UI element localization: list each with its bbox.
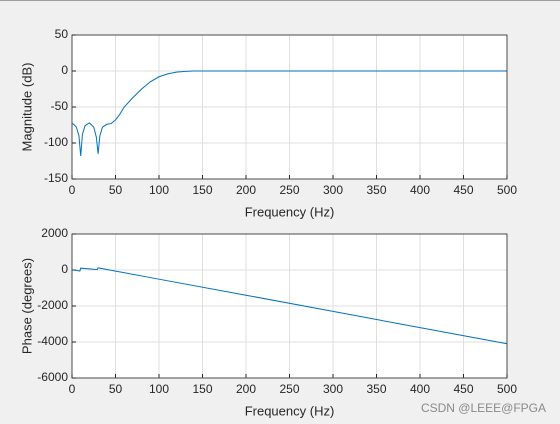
x-tick-label: 450 xyxy=(453,183,473,197)
x-tick-label: 50 xyxy=(109,183,123,197)
x-axis-label: Frequency (Hz) xyxy=(245,403,335,418)
x-tick-label: 100 xyxy=(149,183,169,197)
x-tick-label: 250 xyxy=(279,382,299,396)
x-axis-label: Frequency (Hz) xyxy=(245,204,335,219)
x-tick-label: 0 xyxy=(69,183,76,197)
x-tick-label: 300 xyxy=(323,183,343,197)
y-tick-label: 50 xyxy=(55,27,69,41)
x-tick-label: 250 xyxy=(279,183,299,197)
axes-box xyxy=(71,233,508,379)
axes-box xyxy=(71,34,508,180)
x-tick-label: 0 xyxy=(69,382,76,396)
x-tick-label: 200 xyxy=(236,183,256,197)
y-axis-label: Magnitude (dB) xyxy=(19,63,34,152)
y-tick-label: -6000 xyxy=(37,370,68,384)
y-tick-label: -150 xyxy=(44,171,68,185)
y-tick-label: 0 xyxy=(61,262,68,276)
data-line xyxy=(71,70,507,157)
x-tick-label: 150 xyxy=(192,382,212,396)
watermark: CSDN @LEEE@FPGA xyxy=(421,401,546,415)
x-tick-label: 350 xyxy=(366,183,386,197)
data-line xyxy=(71,267,508,345)
y-tick-label: -50 xyxy=(51,99,69,113)
x-tick-label: 100 xyxy=(149,382,169,396)
x-tick-label: 450 xyxy=(453,382,473,396)
y-tick-label: 2000 xyxy=(41,226,68,240)
y-axis-label: Phase (degrees) xyxy=(19,258,34,354)
x-tick-label: 400 xyxy=(410,183,430,197)
y-tick-label: 0 xyxy=(61,63,68,77)
y-tick-label: -4000 xyxy=(37,334,68,348)
x-tick-label: 200 xyxy=(236,382,256,396)
x-tick-label: 300 xyxy=(323,382,343,396)
y-tick-label: -2000 xyxy=(37,298,68,312)
x-tick-label: 400 xyxy=(410,382,430,396)
x-tick-label: 500 xyxy=(497,183,517,197)
x-tick-label: 350 xyxy=(366,382,386,396)
x-tick-label: 150 xyxy=(192,183,212,197)
y-tick-label: -100 xyxy=(44,135,68,149)
x-tick-label: 500 xyxy=(497,382,517,396)
x-tick-label: 50 xyxy=(109,382,123,396)
